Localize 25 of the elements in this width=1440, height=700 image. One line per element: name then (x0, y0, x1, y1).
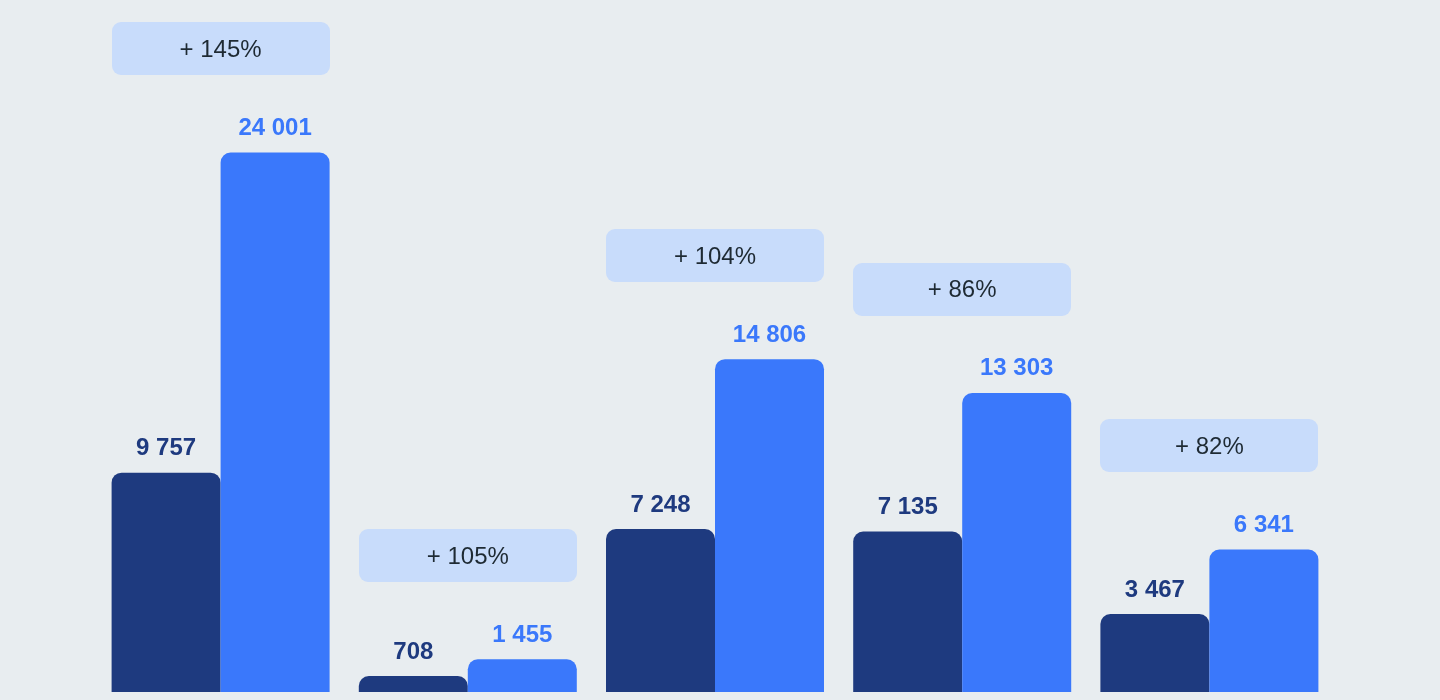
bar (962, 392, 1072, 692)
data-label: 3 467 (1124, 574, 1185, 602)
bar (220, 152, 330, 692)
data-label: 7 135 (877, 492, 938, 520)
data-label: 6 341 (1233, 509, 1294, 537)
bar (606, 529, 715, 692)
annotation: + 86% (927, 275, 997, 304)
data-label: 708 (393, 636, 434, 664)
data-label: 1 455 (492, 619, 553, 647)
bar (358, 676, 468, 692)
annotation: + 105% (426, 541, 509, 570)
data-label: 13 303 (980, 353, 1054, 381)
data-label: 7 248 (630, 489, 691, 517)
data-label: 9 757 (136, 433, 197, 461)
bar (853, 531, 963, 692)
bar (467, 659, 577, 692)
bar (1209, 549, 1319, 692)
annotation: + 104% (673, 241, 757, 270)
bar (715, 359, 824, 692)
data-label: 14 806 (732, 319, 807, 347)
bar (111, 472, 221, 692)
annotation: + 82% (1175, 431, 1244, 460)
data-label: 24 001 (238, 112, 312, 140)
text: + 145% (179, 34, 262, 63)
bar (1100, 614, 1210, 692)
